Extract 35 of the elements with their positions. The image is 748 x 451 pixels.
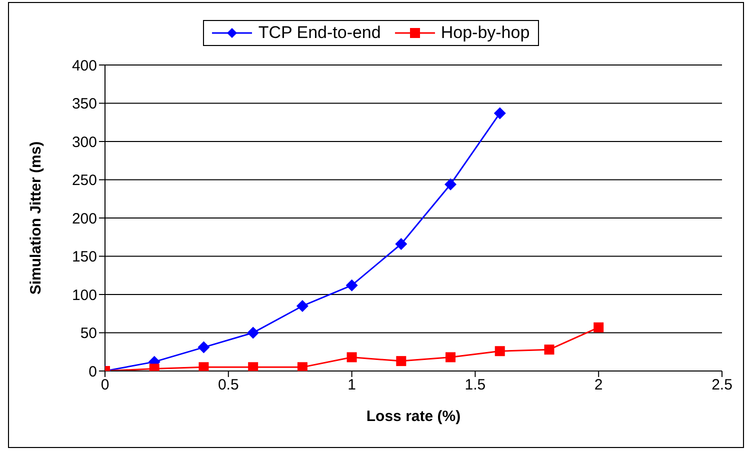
point [198, 341, 210, 354]
legend-label: TCP End-to-end [258, 23, 381, 43]
point [296, 300, 308, 312]
y-tick-label: 300 [72, 134, 97, 151]
x-tick-label: 0.5 [218, 376, 239, 394]
legend-label: Hop-by-hop [440, 23, 530, 43]
point [446, 352, 456, 362]
y-tick-label: 250 [72, 172, 97, 190]
point [395, 238, 408, 250]
point [594, 322, 604, 332]
point [346, 352, 357, 362]
point [396, 356, 406, 366]
x-axis-title: Loss rate (%) [366, 408, 461, 425]
y-tick-label: 350 [72, 96, 97, 113]
x-tick-label: 2 [594, 376, 603, 394]
x-tick-label: 0 [100, 376, 110, 394]
point [346, 279, 358, 292]
point [198, 362, 209, 371]
y-tick-label: 0 [88, 363, 97, 380]
y-tick-label: 100 [72, 286, 97, 304]
x-tick-label: 1 [348, 376, 356, 394]
point [444, 178, 457, 190]
y-tick-label: 200 [72, 210, 97, 228]
y-axis-title: Simulation Jitter (ms) [27, 141, 44, 295]
point [247, 326, 260, 339]
point [248, 362, 258, 371]
point [494, 346, 505, 356]
y-tick-label: 150 [72, 248, 97, 266]
x-tick-label: 1.5 [464, 376, 486, 394]
point [494, 107, 506, 120]
y-tick-label: 50 [80, 325, 97, 342]
y-tick-label: 400 [72, 57, 97, 74]
point [297, 362, 308, 371]
x-tick-label: 2.5 [712, 376, 732, 394]
point [544, 344, 554, 355]
